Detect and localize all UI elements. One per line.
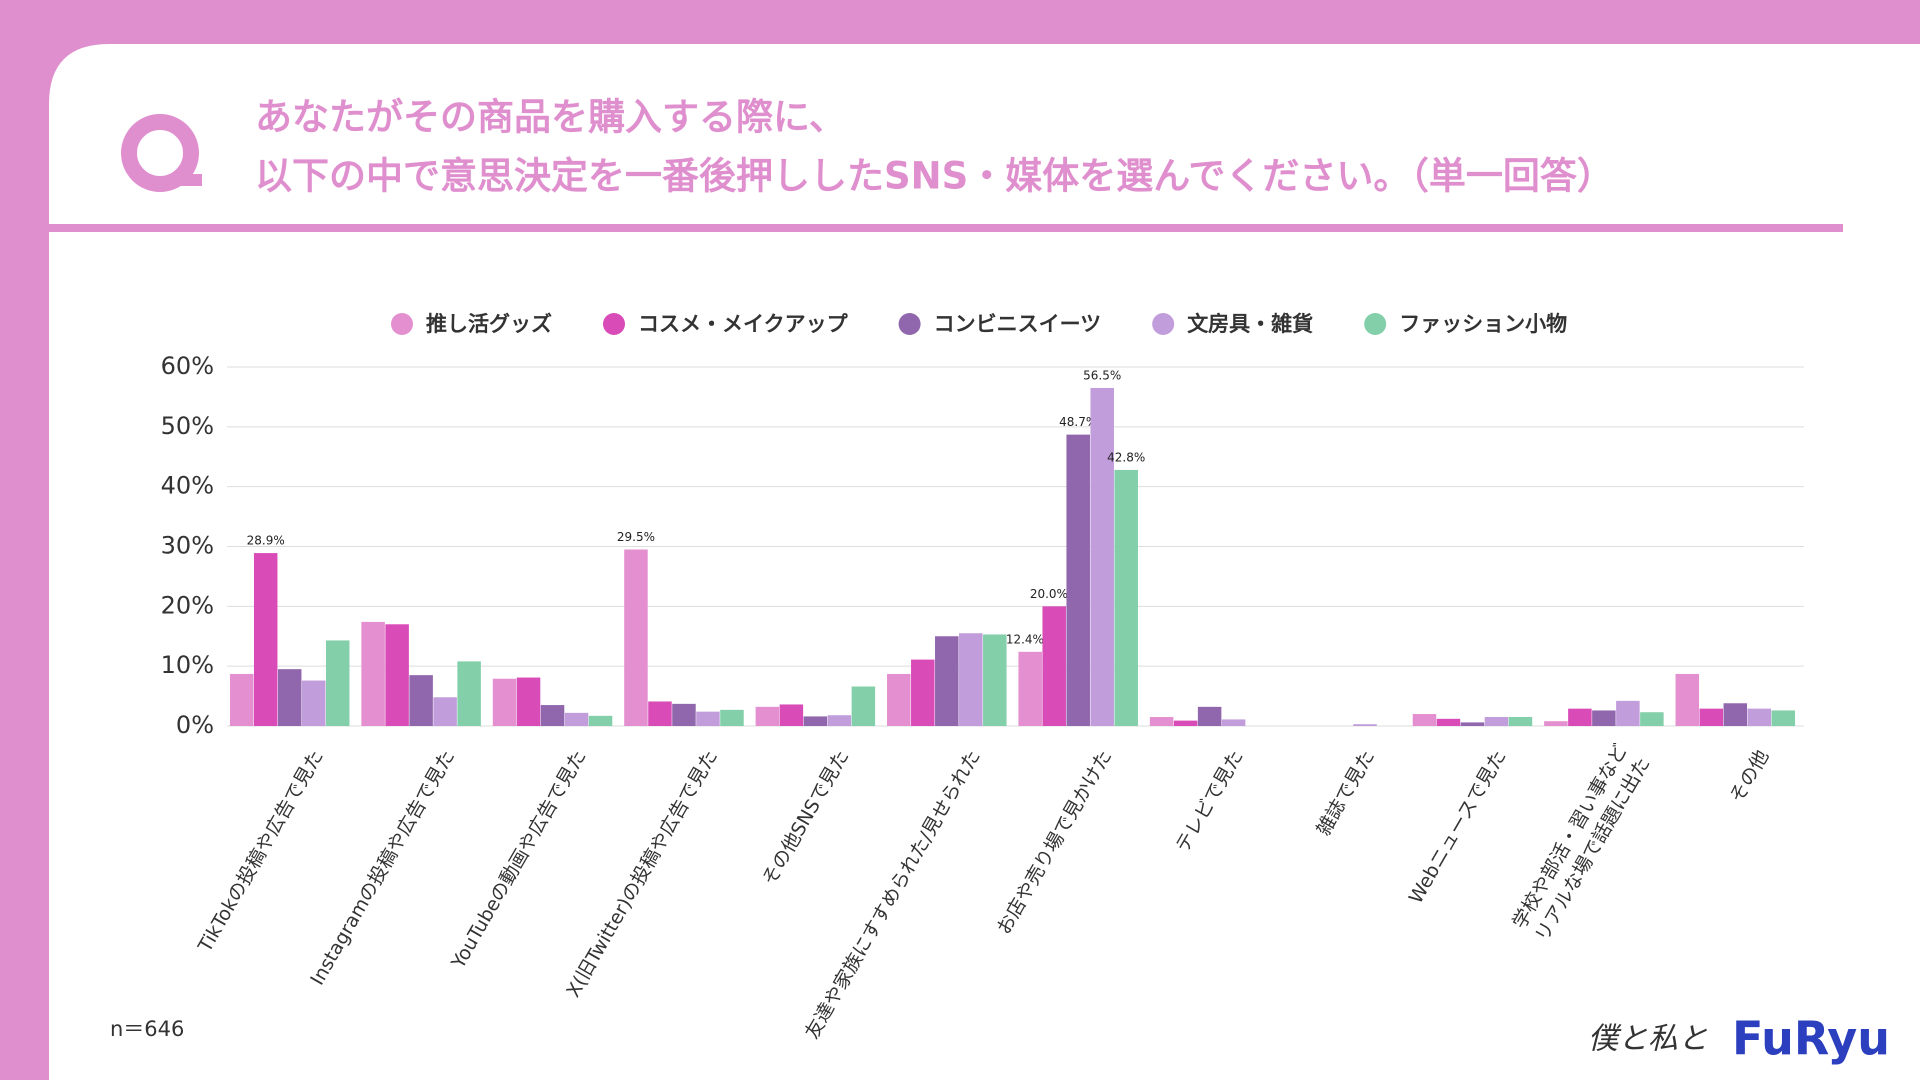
bar xyxy=(1090,387,1114,726)
bar xyxy=(361,621,385,726)
bar xyxy=(1568,708,1592,726)
bar xyxy=(1640,712,1664,726)
value-label: 56.5% xyxy=(1083,368,1121,382)
bar xyxy=(851,686,876,726)
legend-label: 文房具・雑貨 xyxy=(1187,312,1313,336)
sample-note: n＝646 xyxy=(110,1017,184,1041)
bar xyxy=(516,677,541,726)
bar xyxy=(564,712,589,726)
bar xyxy=(1353,724,1377,726)
legend-label: コスメ・メイクアップ xyxy=(638,312,849,336)
bar xyxy=(672,703,696,726)
bar xyxy=(1173,720,1198,726)
bar xyxy=(253,553,278,726)
legend-label: コンビニスイーツ xyxy=(934,312,1102,336)
bar xyxy=(1616,700,1640,726)
legend-label: ファッション小物 xyxy=(1399,312,1567,336)
bar xyxy=(720,709,744,726)
legend-marker xyxy=(1152,313,1175,335)
bar xyxy=(1508,717,1533,726)
bar xyxy=(1066,434,1090,726)
bar xyxy=(1592,710,1616,726)
y-tick-label: 10% xyxy=(161,651,214,679)
furyu-logo: FuRyu xyxy=(1732,1012,1890,1066)
y-tick-label: 0% xyxy=(176,711,214,739)
legend-marker xyxy=(1364,313,1387,335)
bar xyxy=(301,680,326,726)
bar xyxy=(779,704,804,726)
bar xyxy=(624,549,648,726)
bar xyxy=(648,701,672,726)
bar xyxy=(1221,719,1246,726)
bar xyxy=(1544,721,1568,726)
bar xyxy=(433,697,457,726)
bar xyxy=(1412,714,1437,726)
y-tick-label: 60% xyxy=(161,352,214,380)
bar xyxy=(457,661,481,726)
y-tick-label: 20% xyxy=(161,591,214,619)
bar xyxy=(409,675,433,726)
bar xyxy=(1197,706,1222,726)
bar xyxy=(1699,708,1724,726)
bar xyxy=(588,715,613,726)
q-icon xyxy=(121,114,202,192)
bar xyxy=(1436,718,1461,726)
bar xyxy=(887,673,911,726)
bar xyxy=(827,715,852,726)
legend-label: 推し活グッズ xyxy=(426,312,552,336)
y-tick-label: 50% xyxy=(161,412,214,440)
bar xyxy=(1149,717,1174,726)
chart-title: 以下の中で意思決定を一番後押ししたSNS・媒体を選んでください。（単一回答） xyxy=(255,155,1614,198)
bar xyxy=(492,678,517,726)
bar xyxy=(1747,708,1772,726)
bar xyxy=(1771,710,1796,726)
value-label: 28.9% xyxy=(247,534,285,548)
bar xyxy=(1042,606,1066,726)
bar xyxy=(983,634,1007,726)
bar xyxy=(1460,722,1485,726)
bar xyxy=(935,636,959,726)
bar xyxy=(1484,717,1509,726)
bar xyxy=(1018,651,1042,726)
legend-marker xyxy=(898,313,921,335)
bar xyxy=(911,659,935,726)
bar xyxy=(803,716,828,726)
card xyxy=(49,44,1920,1080)
legend-marker xyxy=(391,313,413,335)
bar xyxy=(325,640,350,726)
y-tick-label: 40% xyxy=(161,472,214,500)
value-label: 48.7% xyxy=(1059,415,1097,429)
value-label: 29.5% xyxy=(617,530,655,544)
bar xyxy=(959,633,983,726)
bar xyxy=(1114,469,1138,726)
bar xyxy=(696,711,720,726)
separator xyxy=(49,224,1843,232)
bar xyxy=(229,673,254,726)
brand-logo: 僕と私と xyxy=(1588,1022,1708,1057)
legend-marker xyxy=(603,313,625,335)
chart-title: あなたがその商品を購入する際に、 xyxy=(255,96,846,139)
bar xyxy=(540,705,565,726)
y-tick-label: 30% xyxy=(161,532,214,560)
bar xyxy=(755,706,780,726)
value-label: 20.0% xyxy=(1030,587,1068,601)
bar xyxy=(277,669,302,726)
bar xyxy=(1723,703,1748,726)
bar xyxy=(1675,673,1700,726)
value-label: 42.8% xyxy=(1107,450,1145,464)
bar xyxy=(385,624,409,726)
value-label: 12.4% xyxy=(1006,632,1044,646)
